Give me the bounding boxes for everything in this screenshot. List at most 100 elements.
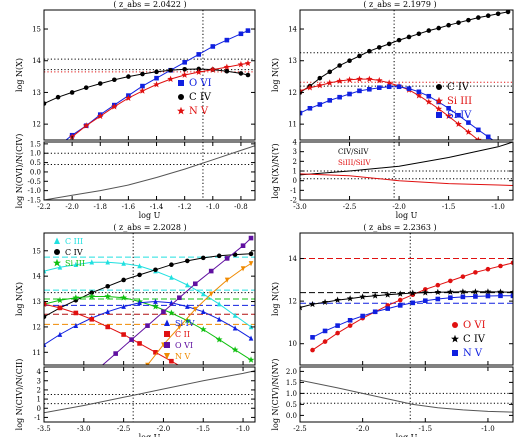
data-point xyxy=(372,309,378,315)
panel-a-ratio-panel: -1.5-1.0-0.50.00.51.01.5-2.2 -2.0 -1.8 -1.6… xyxy=(15,134,256,220)
data-point xyxy=(185,368,190,373)
data-point xyxy=(422,298,428,304)
legend-marker xyxy=(54,249,60,255)
data-point xyxy=(182,60,187,65)
y-tick-label: 11 xyxy=(288,121,297,129)
x-tick-label: -2.5 xyxy=(117,425,131,433)
x-axis-label: log U xyxy=(139,211,161,220)
series-line-ratio xyxy=(300,379,513,413)
data-point xyxy=(105,308,110,314)
data-point xyxy=(446,22,451,28)
data-point xyxy=(121,260,126,266)
series-line-c-iv xyxy=(44,68,249,104)
y-tick-label: 3 xyxy=(37,377,41,385)
data-point xyxy=(367,86,372,92)
data-point xyxy=(376,85,382,90)
panel-d-column-density-panel: 10 12 14 log N(X) O VI C IV N V xyxy=(271,232,514,366)
series-line-civ-siiv xyxy=(300,142,513,176)
data-point xyxy=(510,293,513,299)
data-point xyxy=(177,324,182,330)
data-point xyxy=(310,335,315,340)
x-tick-label: -3.0 xyxy=(77,425,91,433)
data-point xyxy=(200,255,206,261)
data-point xyxy=(137,341,142,346)
data-point xyxy=(140,71,145,77)
data-point xyxy=(55,94,61,100)
data-point xyxy=(309,300,316,308)
legend-marker xyxy=(452,322,458,328)
data-point xyxy=(396,37,402,43)
data-point xyxy=(121,277,126,283)
y-axis-label: log N(CIV)/N(NV) xyxy=(271,358,280,430)
data-point xyxy=(434,288,442,296)
data-point xyxy=(248,335,254,341)
data-point xyxy=(385,306,391,311)
axes-frame xyxy=(299,366,514,423)
data-point xyxy=(169,274,174,280)
data-point xyxy=(357,88,362,94)
data-point xyxy=(104,292,112,300)
x-axis-label: log U xyxy=(139,433,161,437)
legend-label: O VI xyxy=(189,78,212,89)
data-point xyxy=(223,63,231,70)
data-point xyxy=(367,48,372,54)
legend-marker xyxy=(164,353,170,360)
data-point xyxy=(376,45,382,50)
data-point xyxy=(88,292,96,300)
y-tick-label: 0.0 xyxy=(30,168,41,176)
y-tick-label: 12 xyxy=(32,323,41,331)
data-point xyxy=(386,84,392,90)
data-point xyxy=(232,312,238,318)
legend-label: N V xyxy=(463,348,483,359)
data-point xyxy=(385,79,393,86)
legend-label: Si III xyxy=(65,259,85,268)
y-tick-label: 1.0 xyxy=(30,150,41,158)
data-point xyxy=(125,94,132,101)
data-point xyxy=(485,134,491,140)
data-point xyxy=(335,323,340,328)
data-point xyxy=(410,300,416,306)
data-point xyxy=(185,282,190,288)
data-point xyxy=(347,317,353,323)
data-point xyxy=(200,291,206,297)
y-tick-label: 13 xyxy=(288,57,297,65)
data-point xyxy=(498,293,503,299)
data-point xyxy=(326,79,334,86)
data-point xyxy=(97,365,102,370)
data-point xyxy=(232,325,238,331)
data-point xyxy=(161,309,166,314)
data-point xyxy=(245,72,251,78)
y-tick-label: 14 xyxy=(32,273,41,281)
y-tick-label: 0.5 xyxy=(30,159,41,167)
legend-label: C III xyxy=(65,237,83,246)
data-point xyxy=(196,52,202,57)
data-point xyxy=(217,383,222,388)
y-axis-label: log N(CIV)/N(CII) xyxy=(15,359,24,431)
panel-title: ( z_abs = 2.2028 ) xyxy=(113,223,186,232)
data-point xyxy=(185,303,190,309)
data-point xyxy=(322,339,328,344)
y-tick-label: 0.0 xyxy=(286,412,297,420)
data-point xyxy=(435,282,441,288)
y-tick-label: 1.5 xyxy=(286,379,297,387)
data-point xyxy=(105,259,110,265)
data-point xyxy=(248,235,254,241)
data-point xyxy=(120,294,127,301)
data-point xyxy=(459,288,467,295)
data-point xyxy=(426,93,432,99)
legend-marker xyxy=(54,237,60,244)
legend-label: SiIII/SiIV xyxy=(338,159,371,167)
data-point xyxy=(145,323,150,328)
data-point xyxy=(356,75,363,82)
legend-label: C II xyxy=(175,330,190,339)
data-point xyxy=(485,13,491,19)
data-point xyxy=(137,272,142,278)
legend-marker xyxy=(436,112,442,118)
legend-label: C IV xyxy=(189,92,212,103)
data-point xyxy=(495,11,501,17)
data-point xyxy=(153,81,160,88)
data-point xyxy=(111,103,118,110)
data-point xyxy=(126,74,131,79)
series-line-ratio xyxy=(44,145,255,200)
data-point xyxy=(89,290,95,295)
